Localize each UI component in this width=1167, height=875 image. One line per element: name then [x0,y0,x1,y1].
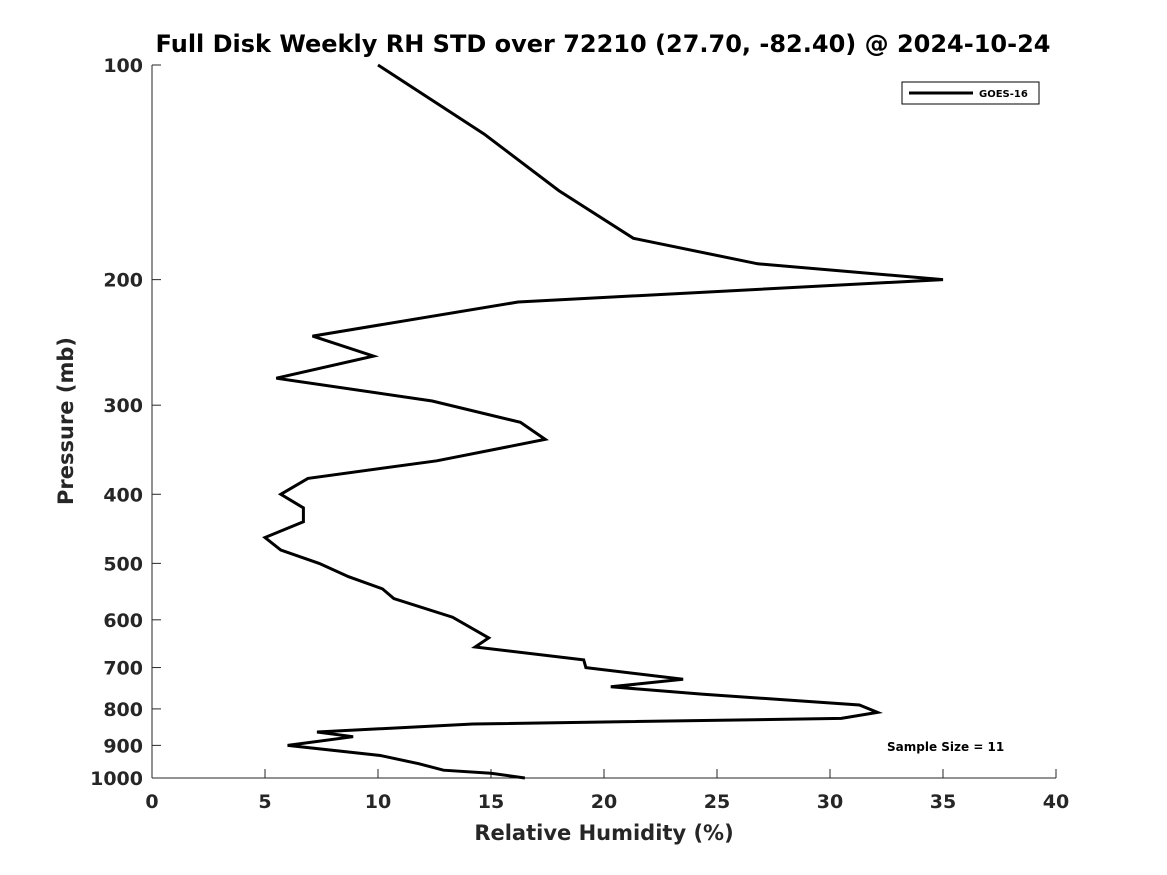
x-tick-label: 10 [365,791,391,813]
y-tick-label: 400 [103,484,143,506]
y-tick-label: 600 [103,610,143,632]
y-tick-label: 100 [103,55,143,77]
x-tick-label: 20 [591,791,617,813]
y-tick-label: 900 [103,735,143,757]
y-tick-label: 500 [103,553,143,575]
y-axis-label: Pressure (mb) [54,337,78,505]
y-tick-label: 800 [103,699,143,721]
x-tick-label: 30 [817,791,843,813]
x-tick-label: 0 [145,791,158,813]
legend: GOES-16 [902,82,1039,104]
y-tick-label: 700 [103,658,143,680]
x-tick-label: 5 [258,791,271,813]
x-tick-label: 40 [1043,791,1069,813]
x-tick-label: 35 [930,791,956,813]
x-tick-label: 15 [478,791,504,813]
sample-size-annotation: Sample Size = 11 [887,740,1004,754]
y-tick-label: 300 [103,395,143,417]
chart-title: Full Disk Weekly RH STD over 72210 (27.7… [156,30,1051,58]
y-tick-label: 1000 [90,768,143,790]
y-axis-ticks: 100 200 300 400 500 600 700 800 900 1000 [90,55,161,790]
legend-label-goes-16: GOES-16 [979,89,1028,100]
x-axis-label: Relative Humidity (%) [474,821,733,845]
y-tick-label: 200 [103,270,143,292]
x-tick-label: 25 [704,791,730,813]
